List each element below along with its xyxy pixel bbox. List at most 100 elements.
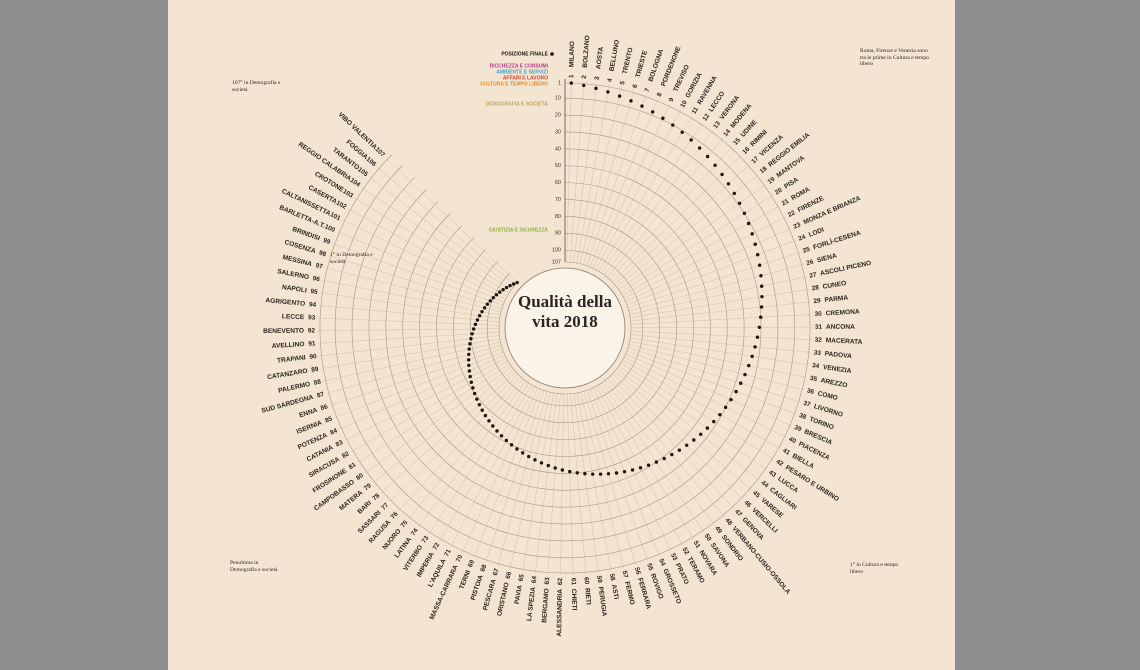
rank-dot <box>504 438 509 443</box>
province-label: BOLZANO <box>582 35 591 68</box>
spoke <box>534 393 558 574</box>
rank-label: 78 <box>371 492 381 502</box>
y-tick-label: 107 <box>552 259 561 265</box>
spoke <box>342 220 506 300</box>
rank-dot <box>511 282 516 286</box>
spoke <box>330 348 503 406</box>
province-label: MESSINA <box>282 254 313 268</box>
rank-dot <box>737 201 742 205</box>
rank-dot <box>756 253 760 257</box>
spoke <box>580 392 624 569</box>
rank-label: 22 <box>787 209 797 219</box>
rank-label: 71 <box>443 548 453 558</box>
annotation: Roma, Firenze e Venezia sono tra le prim… <box>860 48 929 67</box>
spoke <box>583 391 636 565</box>
province-label: ALESSANDRIA <box>556 589 564 637</box>
y-tick-label: 100 <box>552 248 561 254</box>
rank-label: 2 <box>581 74 588 79</box>
rank-dot <box>546 463 550 468</box>
spoke <box>354 197 509 294</box>
rank-label: 92 <box>308 327 316 334</box>
rank-dot <box>504 285 509 290</box>
spoke <box>439 384 532 541</box>
spoke <box>320 292 500 319</box>
rank-label: 54 <box>657 558 666 568</box>
province-label: ANCONA <box>826 324 855 331</box>
rank-label: 75 <box>400 519 410 529</box>
province-label: ROMA <box>790 186 811 202</box>
rank-dot <box>684 443 689 447</box>
province-label: TERNI <box>458 569 472 590</box>
spoke <box>418 381 526 527</box>
rank-label: 91 <box>308 340 316 347</box>
spoke <box>428 382 529 535</box>
rank-dot <box>712 419 716 424</box>
province-label: NAPOLI <box>281 284 307 295</box>
rank-label: 18 <box>759 165 769 175</box>
rank-label: 95 <box>310 288 318 296</box>
spoke <box>473 389 541 558</box>
spoke <box>389 374 519 503</box>
province-label: TORINO <box>808 416 834 431</box>
rank-dot <box>475 318 480 322</box>
rank-dot <box>467 369 472 373</box>
rank-dot <box>494 293 499 297</box>
rank-label: 31 <box>815 324 823 331</box>
rank-label: 52 <box>681 546 691 556</box>
province-label: FERRARA <box>636 577 652 610</box>
rank-label: 60 <box>582 577 590 585</box>
rank-label: 100 <box>323 223 336 234</box>
rank-dot <box>750 232 754 236</box>
rank-dot <box>539 461 544 465</box>
spoke <box>567 393 574 575</box>
rank-label: 83 <box>335 439 345 449</box>
spoke <box>497 391 548 566</box>
rank-dot <box>553 466 557 470</box>
rank-label: 6 <box>632 83 640 89</box>
rank-label: 17 <box>750 155 760 165</box>
rank-label: 70 <box>455 554 465 564</box>
rank-dot <box>471 327 476 331</box>
rank-dot <box>495 429 499 433</box>
rank-dot <box>515 447 519 451</box>
rank-dot <box>747 363 751 368</box>
rank-label: 44 <box>760 480 770 490</box>
province-label: PALERMO <box>278 381 311 395</box>
rank-dot <box>473 322 478 327</box>
rank-label: 77 <box>380 501 390 511</box>
province-label: AOSTA <box>595 46 605 70</box>
rank-dot <box>759 274 763 278</box>
rank-label: 28 <box>811 284 820 292</box>
rank-dot <box>520 451 525 455</box>
rank-dot <box>753 242 757 246</box>
spoke <box>589 99 659 267</box>
rank-label: 27 <box>809 271 818 279</box>
rank-dot <box>689 138 693 142</box>
rank-dot <box>670 452 674 457</box>
rank-label: 49 <box>713 525 723 535</box>
rank-label: 56 <box>633 567 642 576</box>
rank-dot <box>630 468 635 472</box>
rank-dot <box>606 90 610 94</box>
rank-label: 38 <box>798 412 808 421</box>
rank-label: 59 <box>595 575 603 583</box>
rank-label: 97 <box>315 262 324 271</box>
rank-dot <box>575 471 579 475</box>
rank-dot <box>699 432 703 436</box>
legend-label: AFFARI E LAVORO <box>503 75 548 81</box>
spoke <box>322 280 501 316</box>
y-tick-label: 60 <box>555 180 561 186</box>
rank-dot <box>759 315 763 319</box>
spoke <box>321 338 500 369</box>
rank-dot <box>477 313 482 318</box>
rank-dot <box>671 123 675 127</box>
y-tick-label: 10 <box>555 96 561 102</box>
province-label: LIVORNO <box>813 403 844 419</box>
spoke <box>630 314 812 325</box>
spoke <box>364 366 512 474</box>
spoke <box>627 347 801 403</box>
y-tick-label: 20 <box>555 113 561 119</box>
rank-dot <box>661 116 665 120</box>
rank-dot <box>583 472 587 476</box>
rank-dot <box>713 163 717 167</box>
